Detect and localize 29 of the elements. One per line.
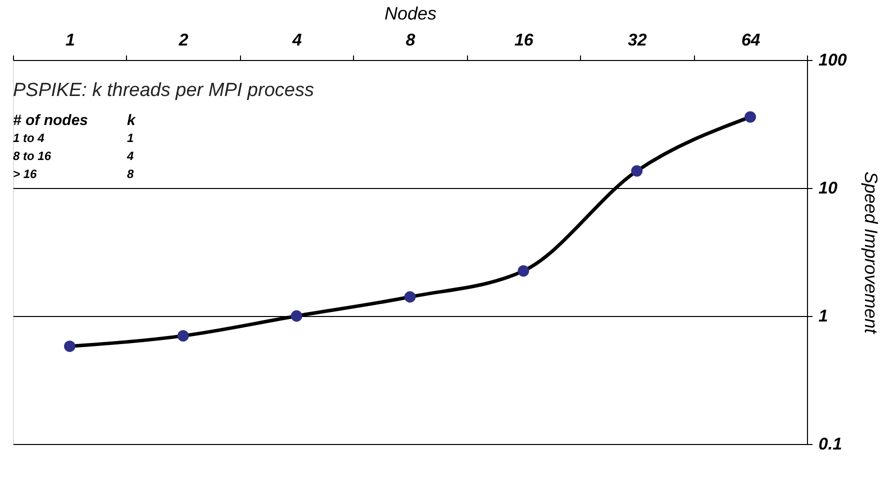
point — [290, 310, 302, 322]
y-tick-label: 1 — [818, 306, 828, 326]
x-axis-title: Nodes — [384, 4, 437, 24]
x-tick-label: 32 — [628, 30, 648, 50]
annotation: k — [127, 112, 136, 129]
annotation: 1 — [127, 131, 134, 145]
x-tick-label: 16 — [514, 30, 534, 50]
x-tick-label: 64 — [741, 30, 761, 50]
x-tick-label: 4 — [291, 30, 302, 50]
x-tick-label: 8 — [406, 30, 416, 50]
point — [64, 340, 76, 352]
annotation: 4 — [126, 149, 134, 163]
point — [404, 291, 416, 303]
y-tick-label: 10 — [818, 178, 838, 198]
y-tick-label: 100 — [818, 50, 848, 70]
annotation: PSPIKE: k threads per MPI process — [13, 80, 314, 101]
annotation: 8 to 16 — [13, 149, 52, 163]
x-tick-label: 1 — [65, 30, 75, 50]
point — [518, 265, 530, 277]
point — [744, 111, 756, 123]
y-axis-title: Speed Improvement — [860, 171, 881, 335]
y-tick-label: 0.1 — [818, 434, 842, 454]
annotation: # of nodes — [13, 112, 88, 129]
point — [177, 330, 189, 342]
annotation: 1 to 4 — [13, 131, 45, 145]
point — [631, 165, 643, 177]
x-tick-label: 2 — [178, 30, 189, 50]
annotation: 8 — [127, 167, 134, 181]
annotation: > 16 — [13, 167, 38, 181]
